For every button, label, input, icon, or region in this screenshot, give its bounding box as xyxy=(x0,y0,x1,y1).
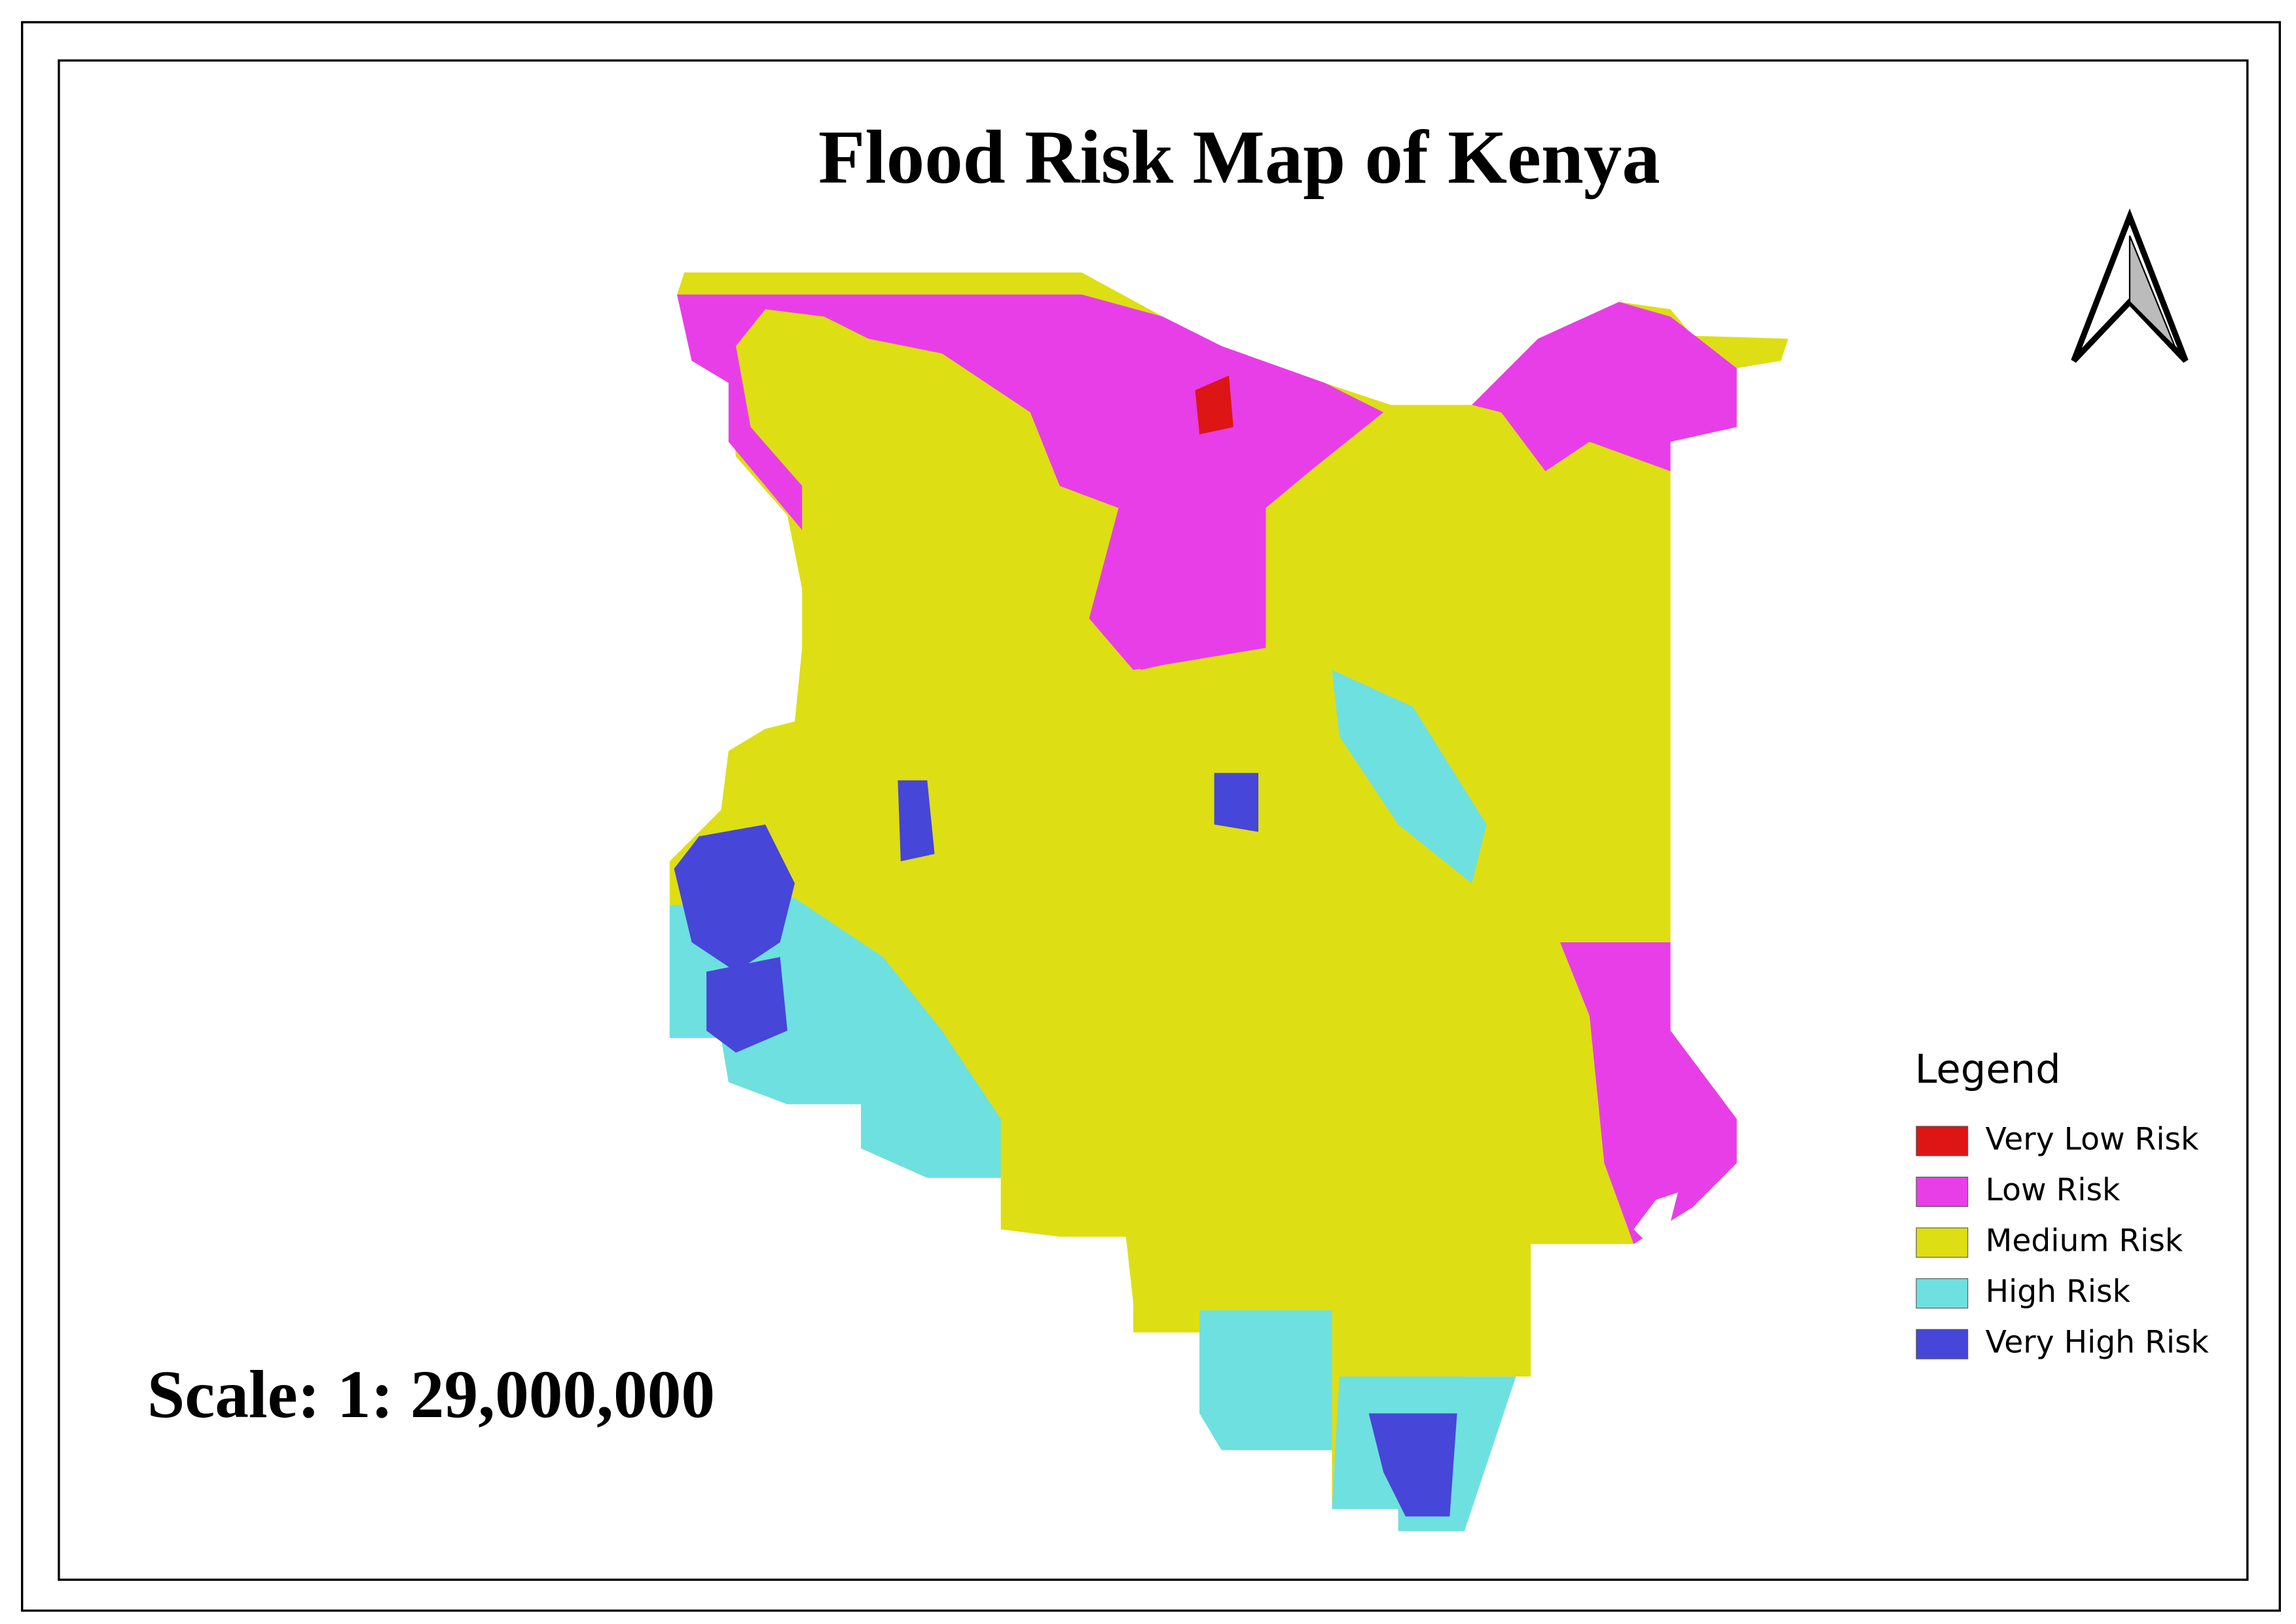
map-low-central xyxy=(1125,507,1266,671)
map-veryhigh-west xyxy=(674,824,795,972)
map-lake xyxy=(1633,1192,1678,1244)
north-arrow xyxy=(2071,208,2189,363)
legend-swatch xyxy=(1916,1227,1969,1258)
map-high-east xyxy=(1332,670,1487,884)
legend-label: High Risk xyxy=(1986,1274,2131,1310)
map-low-southeast xyxy=(1559,942,1737,1244)
legend-swatch xyxy=(1916,1126,1969,1156)
legend-label: Very Low Risk xyxy=(1986,1121,2199,1157)
legend-swatch xyxy=(1916,1278,1969,1309)
scale-text: Scale: 1: 29,000,000 xyxy=(147,1357,715,1432)
legend-label: Very High Risk xyxy=(1986,1325,2210,1361)
map-medium-base xyxy=(669,272,1789,1532)
map-veryhigh-mid xyxy=(1214,773,1259,832)
legend-swatch xyxy=(1916,1329,1969,1359)
legend-label: Low Risk xyxy=(1986,1172,2121,1208)
legend-label: Medium Risk xyxy=(1986,1223,2183,1259)
map-veryhigh-southwest xyxy=(706,957,788,1053)
map-verylow-north xyxy=(1195,375,1233,435)
kenya-map xyxy=(669,272,1789,1532)
map-title: Flood Risk Map of Kenya xyxy=(818,115,1660,200)
legend-swatch xyxy=(1916,1176,1969,1208)
legend: Legend Very Low Risk Low Risk Medium Risk H… xyxy=(1915,1046,2210,1360)
map-low-east xyxy=(1472,302,1737,471)
map-veryhigh-south xyxy=(1368,1413,1457,1517)
map-veryhigh-center xyxy=(898,780,935,862)
inner-frame xyxy=(58,59,2249,1581)
legend-title: Legend xyxy=(1915,1046,2061,1092)
outer-frame xyxy=(21,21,2281,1612)
map-high-south xyxy=(1199,1310,1332,1450)
